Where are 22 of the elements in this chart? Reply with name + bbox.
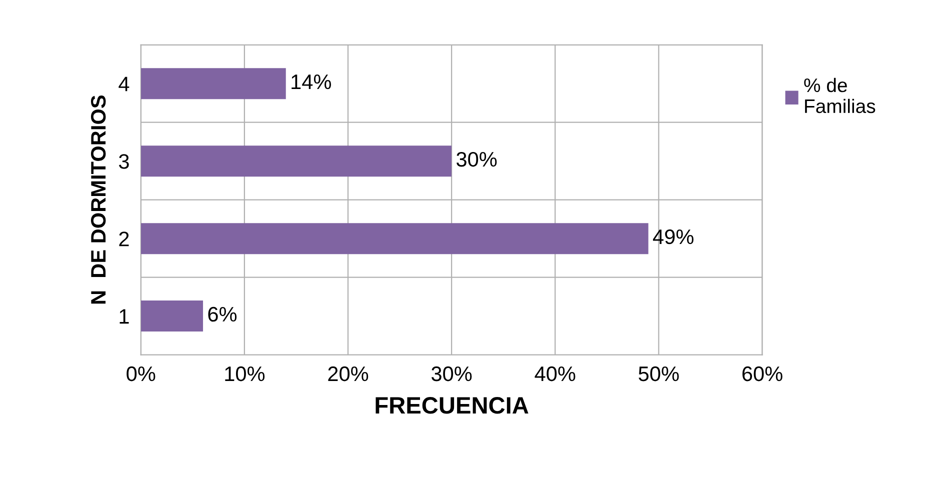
x-axis-title: FRECUENCIA xyxy=(376,397,528,414)
y-tick-label: 3 xyxy=(118,154,129,169)
text: 49% xyxy=(652,229,694,244)
text: 14% xyxy=(292,74,331,90)
x-tick-label: 0% xyxy=(126,366,156,382)
x-tick-label: 30% xyxy=(432,366,472,382)
x-tick-label: 10% xyxy=(225,366,265,382)
text: 30% xyxy=(456,152,497,167)
y-tick-label: 2 xyxy=(119,232,129,246)
x-tick-label: 20% xyxy=(328,366,368,382)
y-tick-label: 4 xyxy=(118,76,130,92)
bar xyxy=(140,223,648,254)
bar xyxy=(140,68,286,100)
text: 6% xyxy=(208,306,237,322)
x-tick-label: 40% xyxy=(534,366,576,382)
bar xyxy=(140,146,452,177)
bar xyxy=(140,300,204,332)
legend-label: % de Familias xyxy=(804,78,876,114)
y-axis-title: N DE DORMITORIOS xyxy=(90,96,106,304)
x-tick-label: 60% xyxy=(742,366,782,382)
x-tick-label: 50% xyxy=(638,366,679,382)
y-tick-label: 1 xyxy=(120,309,129,324)
